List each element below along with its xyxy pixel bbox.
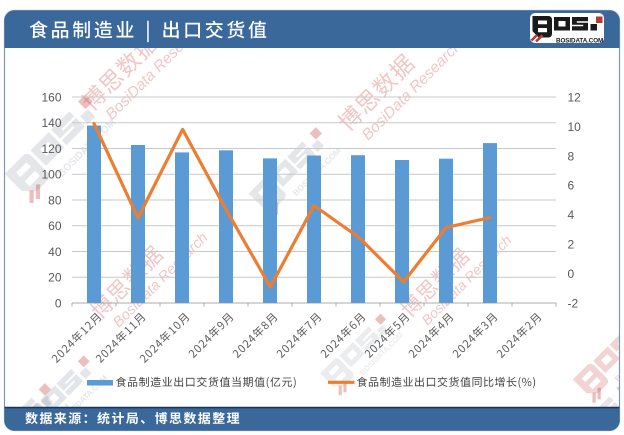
svg-text:10: 10 (568, 120, 582, 134)
svg-text:0: 0 (55, 296, 62, 310)
svg-text:0: 0 (568, 267, 575, 281)
svg-text:-2: -2 (568, 296, 579, 310)
svg-text:140: 140 (41, 116, 61, 130)
svg-text:8: 8 (568, 149, 575, 163)
svg-text:40: 40 (48, 245, 62, 259)
svg-text:6: 6 (568, 179, 575, 193)
svg-text:2: 2 (568, 238, 575, 252)
svg-text:4: 4 (568, 208, 575, 222)
svg-text:12: 12 (568, 90, 582, 104)
svg-text:100: 100 (41, 168, 61, 182)
svg-text:80: 80 (48, 193, 62, 207)
svg-text:160: 160 (41, 90, 61, 104)
svg-text:20: 20 (48, 271, 62, 285)
svg-text:120: 120 (41, 142, 61, 156)
svg-text:60: 60 (48, 219, 62, 233)
